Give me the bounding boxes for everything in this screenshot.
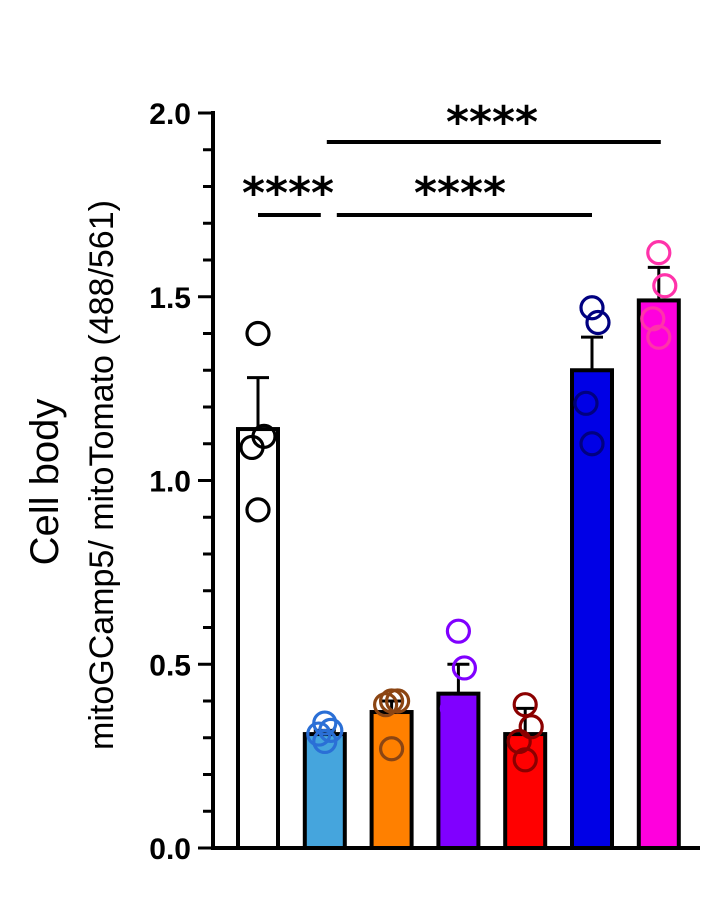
data-point [652,273,678,299]
data-point [512,747,538,773]
y-axis-sublabel: mitoGCamp5/ mitoTomato (488/561) [83,200,121,750]
data-point [646,324,672,350]
data-point [239,434,265,461]
y-ticks: 0.0 0.5 1.0 1.5 2.0 [149,98,213,866]
significance-label: **** [242,168,334,219]
data-point [445,618,471,644]
data-point [439,695,465,721]
bar [636,298,681,850]
data-point [245,497,271,523]
significance-annotations: **** **** **** [242,97,661,219]
data-point [373,692,399,718]
y-axis-subtitle: mitoGCamp5/ mitoTomato (488/561) [83,200,121,750]
y-tick-label: 1.0 [149,466,191,499]
data-point [585,309,611,336]
data-point [573,390,599,416]
data-point [312,728,338,755]
data-point [646,240,672,266]
data-point [579,295,605,321]
data-points [239,240,678,773]
y-tick-label: 0.0 [149,833,191,866]
y-tick-label: 1.5 [149,282,191,315]
y-axis-title: Cell body [23,399,67,566]
data-point [579,431,605,457]
y-axis-label: Cell body [23,399,67,566]
bar [369,710,414,851]
y-tick-label: 0.5 [149,649,191,682]
bar [570,368,614,850]
significance-label: **** [446,97,538,148]
data-point [379,736,405,762]
data-point [385,688,411,714]
data-point [245,320,271,347]
bar [236,427,280,850]
bars [236,298,681,851]
data-point [451,655,477,681]
y-tick-label: 2.0 [149,98,191,131]
significance-label: **** [414,168,506,219]
data-point [445,703,471,729]
data-point [306,721,332,747]
